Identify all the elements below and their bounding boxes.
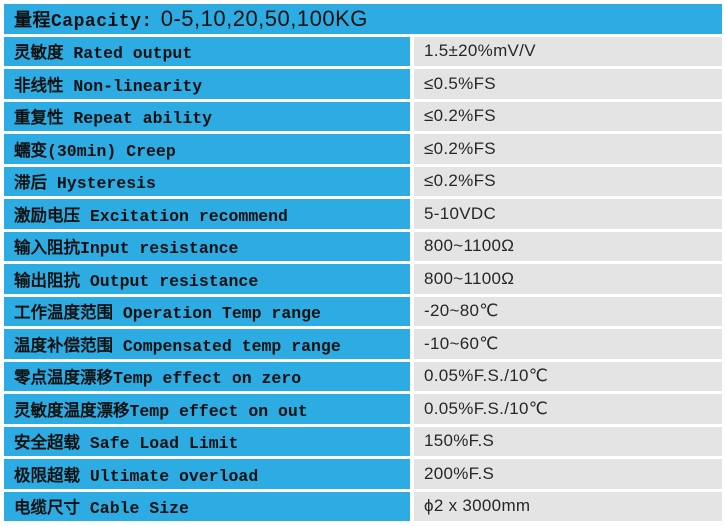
spec-value: 0.05%F.S./10℃ — [414, 394, 722, 424]
spec-row: 安全超载 Safe Load Limit 150%F.S — [4, 426, 722, 456]
spec-row: 非线性 Non-linearity ≤0.5%FS — [4, 69, 722, 99]
spec-label: 激励电压 Excitation recommend — [4, 199, 410, 229]
spec-value: ≤0.5%FS — [414, 69, 722, 99]
capacity-value: 0-5,10,20,50,100KG — [160, 5, 368, 31]
spec-value: ϕ2 x 3000mm — [414, 491, 722, 521]
spec-row: 零点温度漂移Temp effect on zero 0.05%F.S./10℃ — [4, 361, 722, 391]
spec-row: 激励电压 Excitation recommend 5-10VDC — [4, 199, 722, 229]
capacity-header-row: 量程Capacity: 0-5,10,20,50,100KG — [4, 4, 722, 34]
capacity-label: 量程Capacity: — [14, 11, 153, 32]
spec-row: 电缆尺寸 Cable Size ϕ2 x 3000mm — [4, 491, 722, 521]
spec-row: 蠕变(30min) Creep ≤0.2%FS — [4, 134, 722, 164]
spec-value: 800~1100Ω — [414, 264, 722, 294]
spec-value: ≤0.2%FS — [414, 101, 722, 131]
spec-value: 0.05%F.S./10℃ — [414, 361, 722, 391]
spec-value: 800~1100Ω — [414, 231, 722, 261]
spec-row: 滞后 Hysteresis ≤0.2%FS — [4, 166, 722, 196]
spec-label: 灵敏度 Rated output — [4, 36, 410, 66]
spec-value: ≤0.2%FS — [414, 166, 722, 196]
spec-label: 滞后 Hysteresis — [4, 166, 410, 196]
spec-label: 灵敏度温度漂移Temp effect on out — [4, 394, 410, 424]
spec-label: 输入阻抗Input resistance — [4, 231, 410, 261]
spec-row: 灵敏度温度漂移Temp effect on out 0.05%F.S./10℃ — [4, 394, 722, 424]
spec-label: 温度补偿范围 Compensated temp range — [4, 329, 410, 359]
spec-label: 极限超载 Ultimate overload — [4, 459, 410, 489]
spec-label: 零点温度漂移Temp effect on zero — [4, 361, 410, 391]
spec-row: 重复性 Repeat ability ≤0.2%FS — [4, 101, 722, 131]
spec-row: 灵敏度 Rated output 1.5±20%mV/V — [4, 36, 722, 66]
spec-label: 工作温度范围 Operation Temp range — [4, 296, 410, 326]
spec-row: 工作温度范围 Operation Temp range -20~80℃ — [4, 296, 722, 326]
spec-value: 150%F.S — [414, 426, 722, 456]
spec-row: 极限超载 Ultimate overload 200%F.S — [4, 459, 722, 489]
spec-label: 非线性 Non-linearity — [4, 69, 410, 99]
spec-value: 1.5±20%mV/V — [414, 36, 722, 66]
spec-label: 蠕变(30min) Creep — [4, 134, 410, 164]
spec-label: 输出阻抗 Output resistance — [4, 264, 410, 294]
spec-label: 安全超载 Safe Load Limit — [4, 426, 410, 456]
spec-row: 温度补偿范围 Compensated temp range -10~60℃ — [4, 329, 722, 359]
spec-row: 输入阻抗Input resistance 800~1100Ω — [4, 231, 722, 261]
spec-value: 200%F.S — [414, 459, 722, 489]
spec-label: 电缆尺寸 Cable Size — [4, 491, 410, 521]
spec-value: ≤0.2%FS — [414, 134, 722, 164]
spec-label: 重复性 Repeat ability — [4, 101, 410, 131]
spec-value: 5-10VDC — [414, 199, 722, 229]
spec-value: -10~60℃ — [414, 329, 722, 359]
spec-row: 输出阻抗 Output resistance 800~1100Ω — [4, 264, 722, 294]
spec-value: -20~80℃ — [414, 296, 722, 326]
